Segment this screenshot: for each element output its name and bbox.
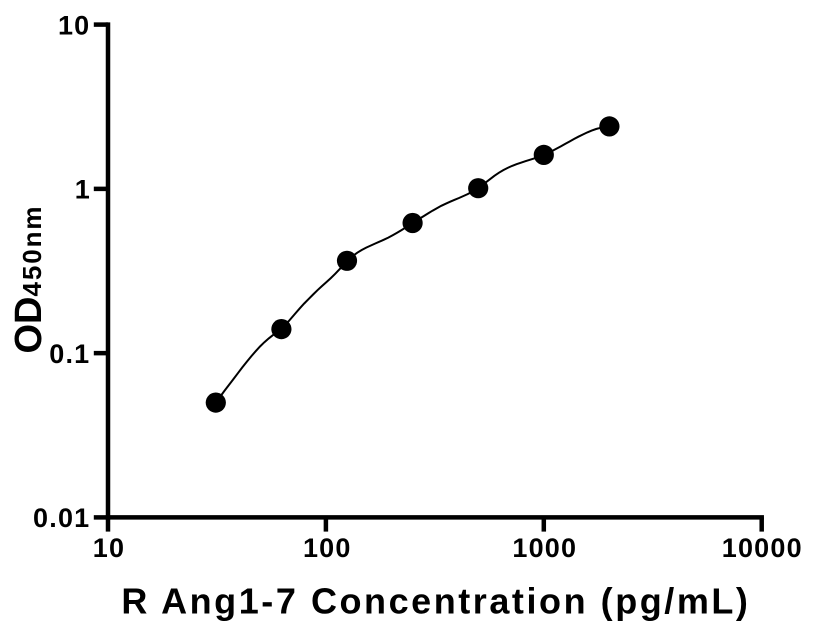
svg-text:OD450nm: OD450nm — [8, 205, 50, 354]
svg-text:R Ang1-7 Concentration (pg/mL): R Ang1-7 Concentration (pg/mL) — [121, 581, 750, 622]
svg-text:10: 10 — [93, 533, 125, 563]
svg-text:100: 100 — [303, 533, 352, 563]
svg-text:0.1: 0.1 — [49, 339, 90, 369]
svg-text:1000: 1000 — [512, 533, 577, 563]
svg-text:1: 1 — [75, 175, 91, 205]
svg-text:0.01: 0.01 — [33, 503, 90, 533]
svg-text:10: 10 — [58, 10, 90, 40]
svg-text:10000: 10000 — [722, 533, 803, 563]
